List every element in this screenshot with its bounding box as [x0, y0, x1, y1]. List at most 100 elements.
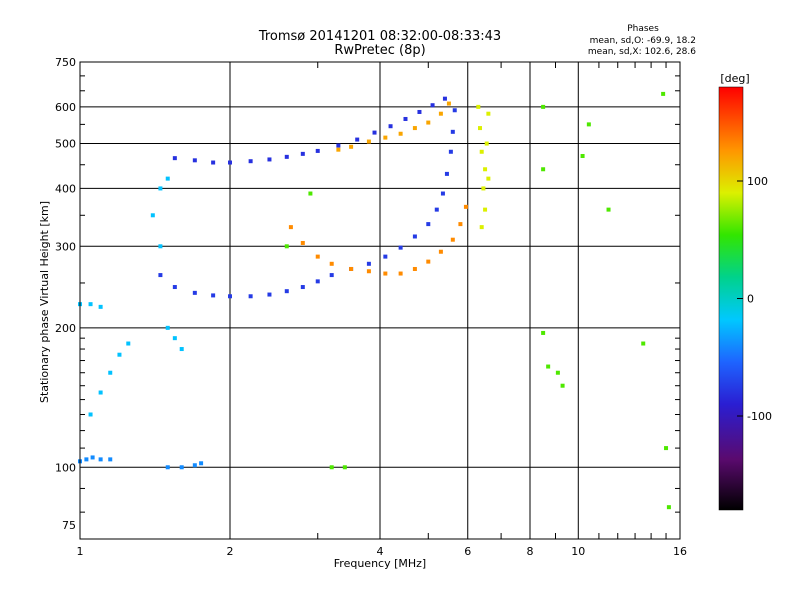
data-point [172, 285, 177, 290]
data-point [450, 237, 455, 242]
data-point [336, 147, 341, 152]
data-point [606, 207, 611, 212]
data-point [300, 151, 305, 156]
data-point [192, 463, 197, 468]
plot-frame [79, 61, 681, 540]
data-point [383, 271, 388, 276]
data-point [248, 159, 253, 164]
phases-x-stats: mean, sd,X: 102.6, 28.6 [588, 47, 696, 57]
data-point [179, 347, 184, 352]
data-point [664, 446, 669, 451]
x-tick-label: 8 [527, 545, 534, 558]
data-point [444, 171, 449, 176]
data-point [165, 465, 170, 470]
data-point [661, 91, 666, 96]
phases-o-stats: mean, sd,O: -69.9, 18.2 [590, 36, 696, 46]
data-point [479, 149, 484, 154]
data-point [88, 302, 93, 307]
data-point [165, 176, 170, 181]
y-tick-label: 75 [62, 519, 76, 532]
data-point [342, 465, 347, 470]
data-point [481, 186, 486, 191]
phases-title: Phases [627, 24, 659, 34]
y-tick-label: 300 [55, 240, 76, 253]
data-point [440, 191, 445, 196]
data-point [267, 292, 272, 297]
data-point [398, 271, 403, 276]
colorbar-tick-label: -100 [747, 410, 772, 423]
data-point [329, 273, 334, 278]
data-point [88, 412, 93, 417]
colorbar-tick-label: 100 [747, 175, 768, 188]
data-point [486, 176, 491, 181]
data-point [108, 370, 113, 375]
x-tick-label: 10 [571, 545, 585, 558]
data-point [179, 465, 184, 470]
data-point [315, 148, 320, 153]
data-point [90, 455, 95, 460]
data-point [300, 240, 305, 245]
y-tick-label: 600 [55, 101, 76, 114]
data-point [349, 144, 354, 149]
data-point [98, 457, 103, 462]
grid-lines [80, 62, 680, 539]
data-point [355, 137, 360, 142]
x-axis-label: Frequency [MHz] [334, 557, 426, 570]
data-point [398, 245, 403, 250]
data-point [158, 244, 163, 249]
data-point [366, 269, 371, 274]
data-point [228, 294, 232, 299]
colorbar-ticks: 100 0 -100 [737, 175, 772, 423]
data-point [315, 279, 320, 284]
data-point [108, 457, 113, 462]
colorbar-label: [deg] [720, 72, 749, 85]
y-tick-label: 400 [55, 182, 76, 195]
data-point [448, 149, 453, 154]
data-point [486, 111, 491, 116]
data-point [336, 143, 341, 148]
data-point [586, 122, 591, 127]
data-point [199, 461, 204, 466]
data-point [446, 101, 451, 106]
data-point [172, 336, 177, 341]
data-point [349, 266, 354, 271]
data-point [267, 157, 272, 162]
data-point [483, 207, 488, 212]
data-point [98, 304, 103, 309]
data-point [426, 222, 431, 227]
data-point [412, 234, 417, 239]
data-point [412, 126, 417, 131]
y-tick-label: 200 [55, 322, 76, 335]
data-point [158, 273, 163, 278]
data-point [300, 285, 305, 290]
data-point [452, 108, 457, 113]
x-tick-label: 4 [377, 545, 384, 558]
data-point [150, 213, 155, 218]
y-tick-label: 750 [55, 56, 76, 69]
data-point [372, 130, 377, 135]
y-axis-label: Stationary phase Virtual Height [km] [38, 201, 51, 403]
data-point [329, 465, 334, 470]
data-point [98, 390, 103, 395]
data-point [555, 370, 560, 375]
chart-subtitle: RwPretec (8p) [334, 43, 425, 58]
data-point [666, 505, 671, 510]
data-point [383, 135, 388, 140]
y-tick-label: 500 [55, 138, 76, 151]
data-point [288, 225, 293, 230]
data-point [412, 266, 417, 271]
data-point [417, 109, 422, 114]
data-point [248, 294, 253, 299]
data-point [463, 204, 468, 209]
y-tick-label: 100 [55, 461, 76, 474]
data-point [192, 290, 197, 295]
data-point [158, 186, 163, 191]
data-point [284, 289, 289, 294]
data-point [366, 139, 371, 144]
data-point [546, 364, 551, 369]
chart-title: Tromsø 20141201 08:32:00-08:33:43 [258, 29, 501, 44]
data-point [458, 222, 463, 227]
data-point [580, 153, 585, 158]
data-point [84, 457, 89, 462]
data-point [329, 261, 334, 266]
